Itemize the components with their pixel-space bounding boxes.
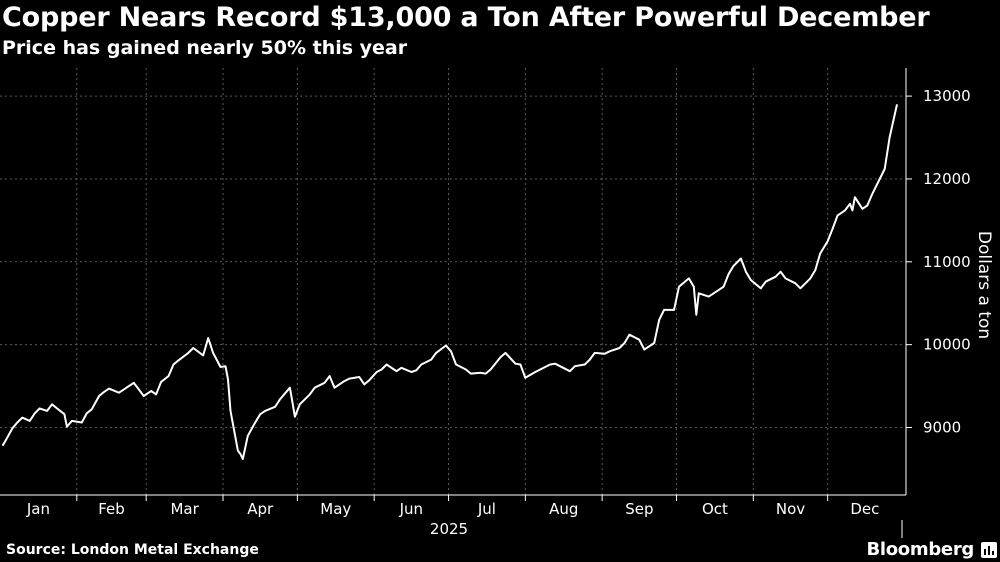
y-axis-ticks: 9000 10000 11000 12000 13000 <box>906 87 971 437</box>
x-tick-label: Dec <box>850 500 879 518</box>
x-tick-label: Mar <box>170 500 199 518</box>
x-tick-label: Aug <box>549 500 578 518</box>
y-tick-label: 9000 <box>923 419 961 437</box>
x-tick-label: Sep <box>625 500 653 518</box>
x-tick-label: Jan <box>26 500 50 518</box>
x-tick-label: Feb <box>98 500 125 518</box>
copper-price-line <box>1 104 898 460</box>
bloomberg-mark-icon <box>981 542 997 558</box>
x-tick-label: Jul <box>477 500 496 518</box>
chart-subtitle: Price has gained nearly 50% this year <box>2 37 408 59</box>
chart-title: Copper Nears Record $13,000 a Ton After … <box>2 2 930 33</box>
x-tick-label: Jun <box>399 500 423 518</box>
y-tick-label: 10000 <box>923 336 971 354</box>
x-tick-label: Oct <box>702 500 728 518</box>
y-tick-label: 13000 <box>923 87 971 105</box>
source-note: Source: London Metal Exchange <box>6 542 259 558</box>
x-axis-ticks: Jan Feb Mar Apr May Jun Jul Aug Sep Oct Nov Dec <box>26 495 903 538</box>
y-axis-label: Dollars a ton <box>974 231 994 339</box>
grid-lines <box>0 68 902 495</box>
bloomberg-logo-text: Bloomberg <box>866 539 974 560</box>
y-tick-label: 11000 <box>923 253 971 271</box>
x-tick-label: Nov <box>776 500 805 518</box>
x-axis-year-label: 2025 <box>430 520 468 538</box>
x-tick-label: May <box>320 500 351 518</box>
y-tick-label: 12000 <box>923 170 971 188</box>
x-tick-label: Apr <box>247 500 274 518</box>
